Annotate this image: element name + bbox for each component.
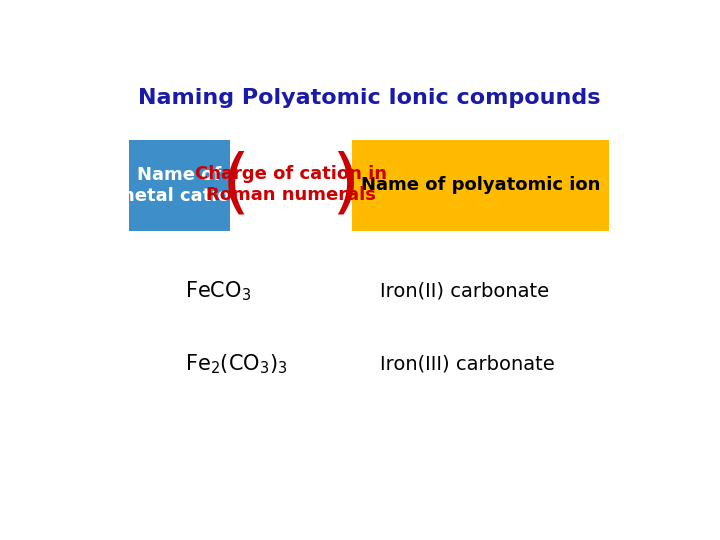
Text: (: ( xyxy=(222,150,251,219)
Text: Name of polyatomic ion: Name of polyatomic ion xyxy=(361,177,600,194)
FancyBboxPatch shape xyxy=(352,140,609,231)
Text: Iron(II) carbonate: Iron(II) carbonate xyxy=(380,282,549,301)
Text: Charge of cation in
Roman numerals: Charge of cation in Roman numerals xyxy=(195,165,387,204)
Text: Iron(III) carbonate: Iron(III) carbonate xyxy=(380,355,555,374)
Text: Name of
metal cation: Name of metal cation xyxy=(116,166,243,205)
Text: $\mathregular{Fe_2(CO_3)_3}$: $\mathregular{Fe_2(CO_3)_3}$ xyxy=(185,353,287,376)
Text: $\mathregular{FeCO_3}$: $\mathregular{FeCO_3}$ xyxy=(185,280,251,303)
FancyBboxPatch shape xyxy=(129,140,230,231)
Text: Naming Polyatomic Ionic compounds: Naming Polyatomic Ionic compounds xyxy=(138,88,600,108)
Text: ): ) xyxy=(331,150,359,219)
